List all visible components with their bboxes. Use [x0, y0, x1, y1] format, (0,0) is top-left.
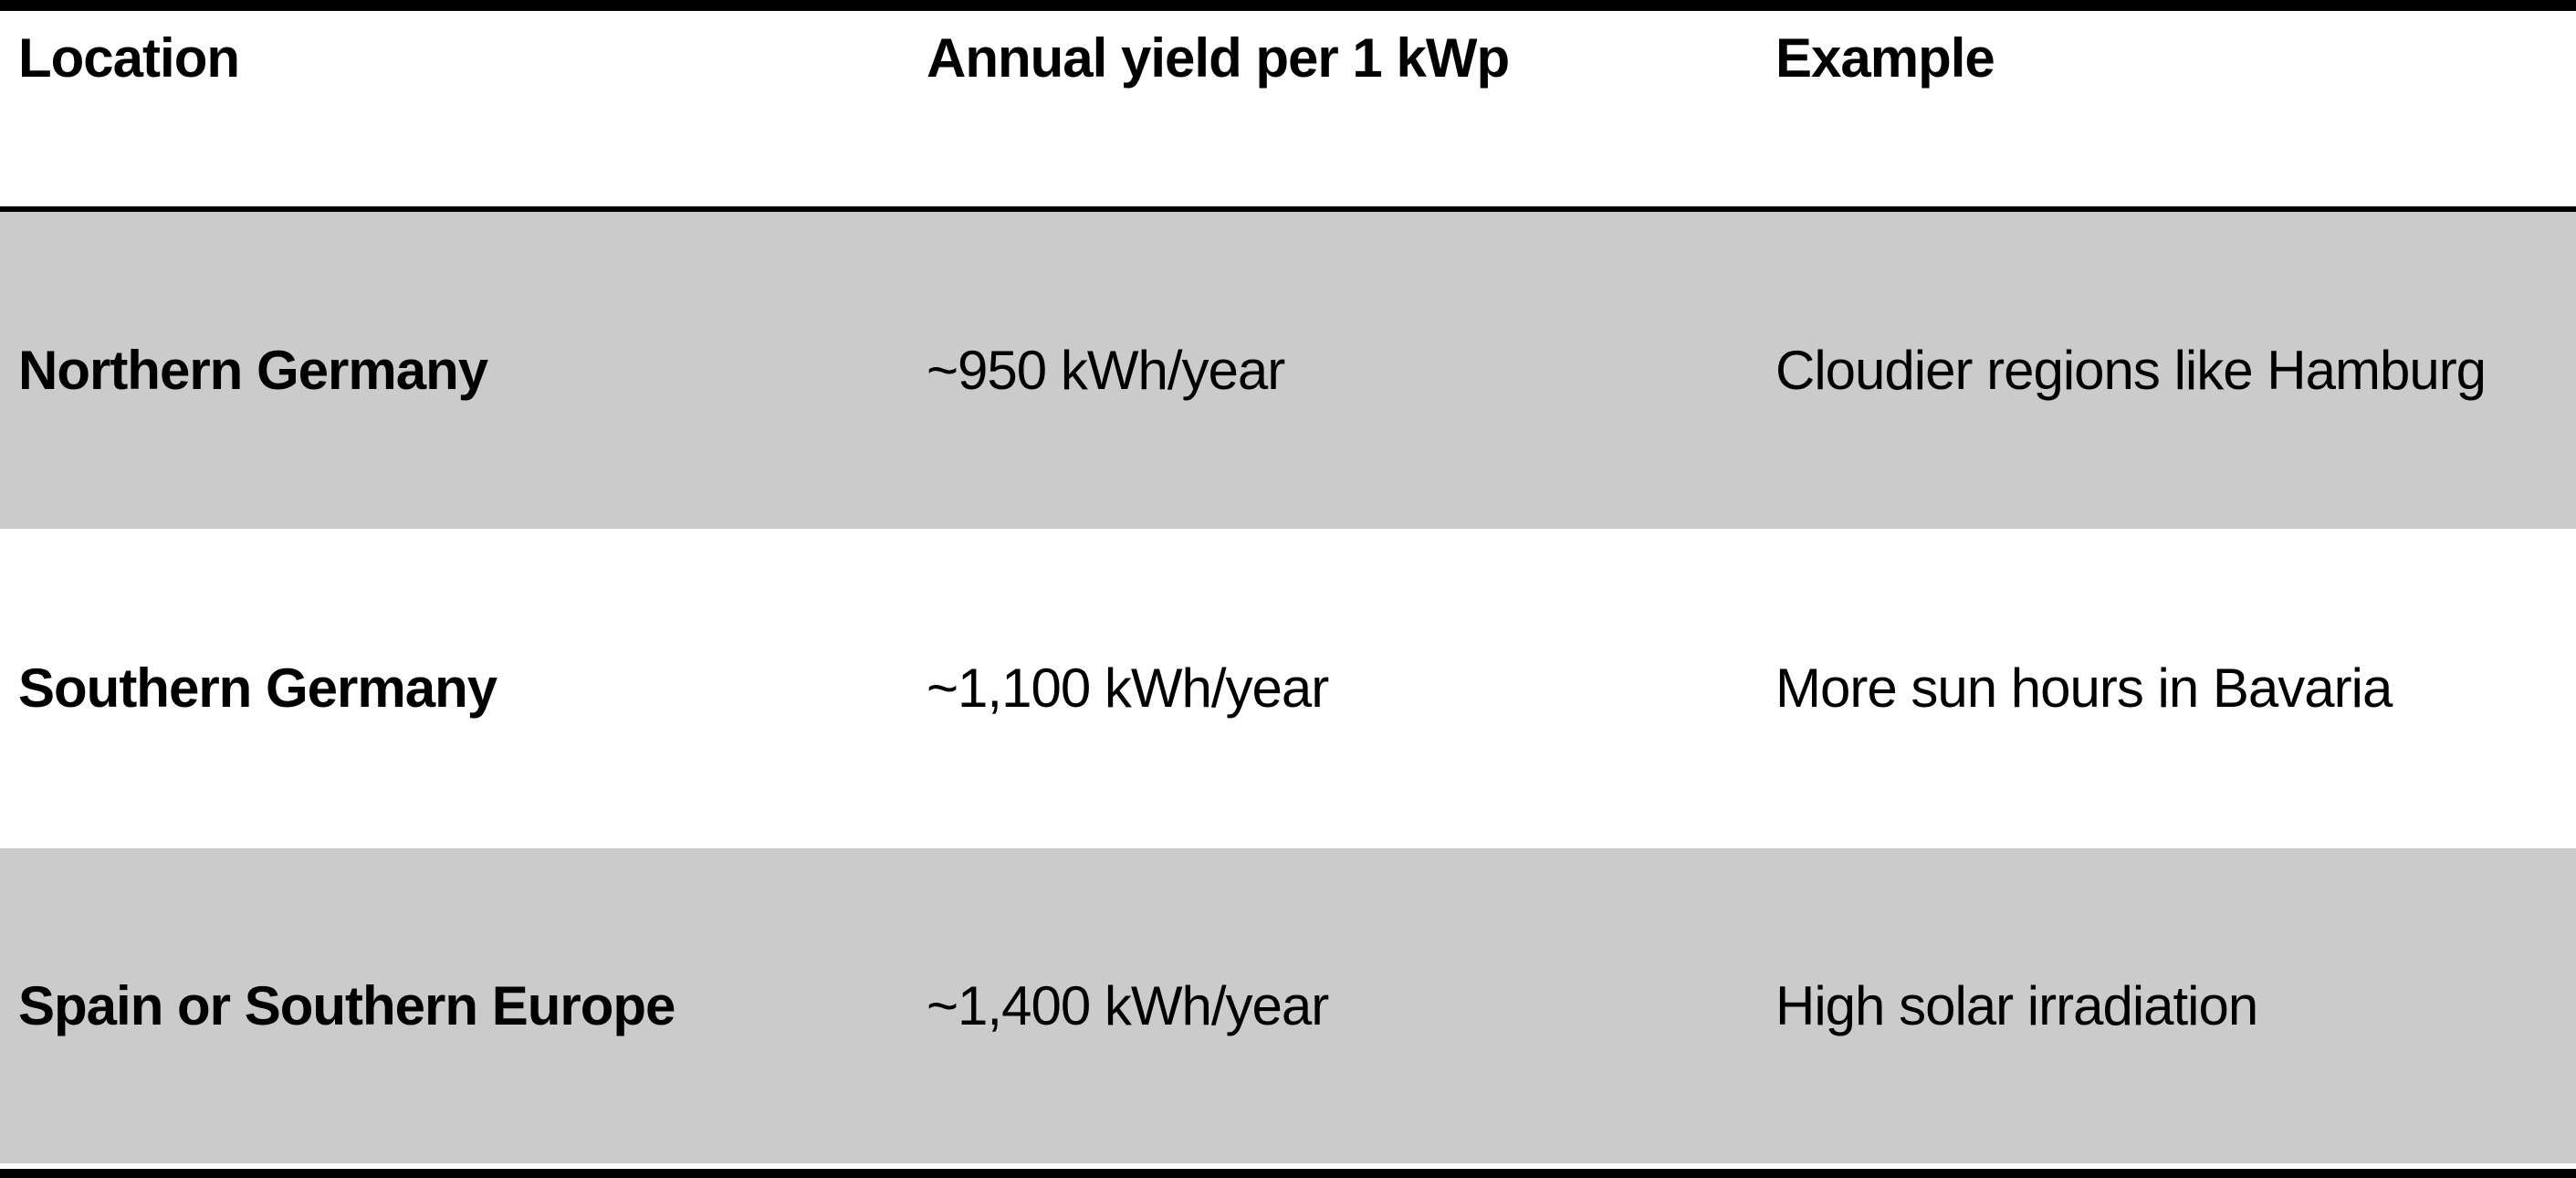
- cell-location: Southern Germany: [18, 657, 497, 719]
- cell-annual-yield: ~1,100 kWh/year: [927, 657, 1329, 719]
- table-header-row: Location Annual yield per 1 kWp Example: [0, 11, 2576, 212]
- cell-annual-yield: ~950 kWh/year: [927, 339, 1285, 401]
- cell-example: More sun hours in Bavaria: [1775, 657, 2393, 719]
- cell-annual-yield: ~1,400 kWh/year: [927, 974, 1329, 1036]
- column-header-example: Example: [1775, 27, 1995, 89]
- table-row-spain-southern-europe: Spain or Southern Europe ~1,400 kWh/year…: [0, 848, 2576, 1163]
- cell-location: Northern Germany: [18, 339, 488, 401]
- column-header-annual-yield: Annual yield per 1 kWp: [927, 27, 1510, 89]
- table-row-southern-germany: Southern Germany ~1,100 kWh/year More su…: [0, 529, 2576, 848]
- column-header-location: Location: [18, 27, 240, 89]
- table-row-northern-germany: Northern Germany ~950 kWh/year Cloudier …: [0, 212, 2576, 529]
- cell-example: Cloudier regions like Hamburg: [1775, 339, 2487, 401]
- cell-location: Spain or Southern Europe: [18, 974, 675, 1036]
- cell-example: High solar irradiation: [1775, 974, 2258, 1036]
